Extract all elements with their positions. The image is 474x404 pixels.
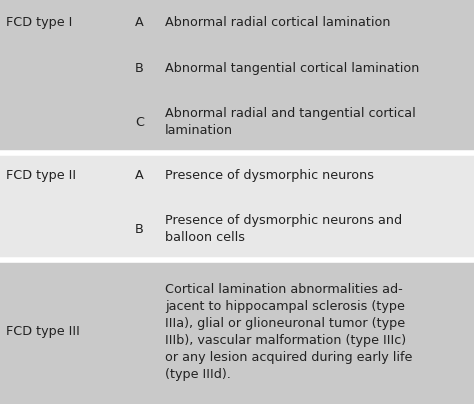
Text: Cortical lamination abnormalities ad-
jacent to hippocampal sclerosis (type
IIIa: Cortical lamination abnormalities ad- ja…	[165, 283, 412, 381]
Text: B: B	[135, 62, 144, 75]
Text: A: A	[135, 16, 144, 29]
Text: Abnormal radial and tangential cortical
lamination: Abnormal radial and tangential cortical …	[165, 107, 416, 137]
Text: C: C	[135, 116, 144, 128]
Text: Abnormal radial cortical lamination: Abnormal radial cortical lamination	[165, 16, 391, 29]
Bar	[0, 0, 474, 153]
Bar	[0, 153, 474, 260]
Bar	[0, 260, 474, 404]
Text: FCD type I: FCD type I	[6, 16, 72, 29]
Text: FCD type II: FCD type II	[6, 169, 76, 182]
Text: A: A	[135, 169, 144, 182]
Text: B: B	[135, 223, 144, 236]
Text: Presence of dysmorphic neurons: Presence of dysmorphic neurons	[165, 169, 374, 182]
Text: Abnormal tangential cortical lamination: Abnormal tangential cortical lamination	[165, 62, 419, 75]
Text: Presence of dysmorphic neurons and
balloon cells: Presence of dysmorphic neurons and ballo…	[165, 214, 402, 244]
Text: FCD type III: FCD type III	[6, 325, 80, 339]
